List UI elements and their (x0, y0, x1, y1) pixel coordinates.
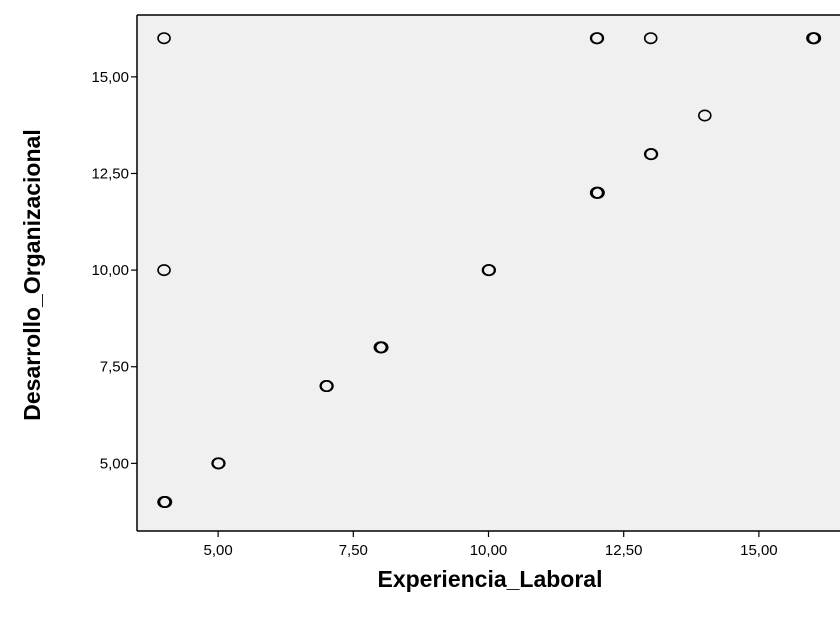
data-point (644, 148, 659, 161)
y-axis-title: Desarrollo_Organizacional (19, 129, 45, 420)
x-tick-label: 5,00 (204, 542, 233, 559)
y-ticks: 5,00 7,50 10,00 12,50 15,00 (91, 69, 137, 472)
y-tick-label: 5,00 (100, 455, 129, 472)
plot-area (137, 15, 840, 531)
x-axis-title: Experiencia_Laboral (378, 566, 603, 592)
x-tick-label: 12,50 (605, 542, 643, 559)
data-point (807, 32, 822, 45)
data-point (374, 341, 389, 354)
x-tick-label: 10,00 (470, 542, 508, 559)
x-ticks: 5,00 7,50 10,00 12,50 15,00 (204, 531, 778, 559)
y-tick-label: 10,00 (91, 262, 129, 279)
data-point (157, 32, 171, 45)
data-point (643, 32, 658, 45)
x-tick-label: 7,50 (339, 542, 368, 559)
data-point (212, 457, 226, 470)
data-point (320, 380, 334, 393)
data-points (157, 32, 822, 509)
data-point (590, 32, 605, 45)
y-tick-label: 7,50 (100, 359, 129, 376)
y-tick-label: 12,50 (91, 165, 129, 182)
data-point (698, 109, 712, 122)
data-point (158, 496, 173, 509)
data-point (482, 264, 497, 277)
data-point (157, 264, 171, 277)
data-point (591, 186, 605, 199)
x-tick-label: 15,00 (740, 542, 778, 559)
y-tick-label: 15,00 (91, 69, 129, 86)
